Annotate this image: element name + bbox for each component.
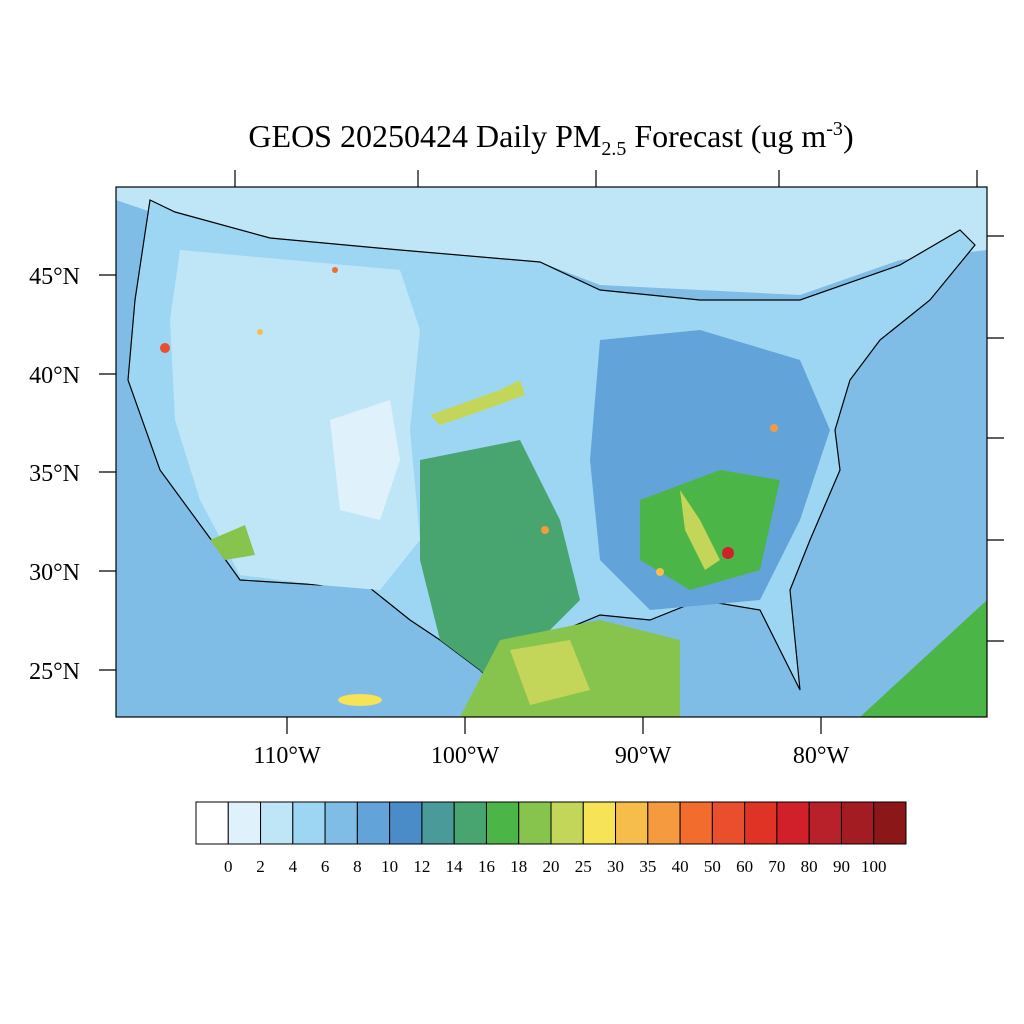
colorbar-label: 16 — [478, 857, 495, 876]
lon-label: 110°W — [253, 743, 321, 769]
colorbar-box — [324, 801, 358, 845]
colorbar-label: 100 — [861, 857, 887, 876]
title-superscript: -3 — [826, 118, 843, 140]
colorbar-label: 50 — [704, 857, 721, 876]
arizona-region — [210, 525, 255, 560]
hotspot — [770, 424, 778, 432]
lat-label: 40°N — [29, 363, 80, 389]
colorbar-label: 6 — [321, 857, 330, 876]
southeast-region — [640, 470, 780, 590]
colorbar-box — [647, 801, 681, 845]
atlantic-band — [860, 600, 987, 717]
lon-label: 100°W — [431, 743, 500, 769]
colorbar-label: 30 — [607, 857, 624, 876]
colorbar-label: 70 — [768, 857, 785, 876]
map — [116, 187, 987, 717]
map-frame — [115, 186, 988, 718]
colorbar-box — [356, 801, 391, 845]
colorbar-box — [808, 801, 842, 845]
colorbar-box — [389, 801, 423, 845]
colorbar-label: 8 — [353, 857, 362, 876]
title-subscript: 2.5 — [601, 138, 626, 160]
colorbar-label: 12 — [413, 857, 430, 876]
lon-label: 90°W — [615, 743, 672, 769]
colorbar-label: 10 — [381, 857, 398, 876]
colorbar-box — [711, 801, 746, 845]
title: GEOS 20250424 Daily PM2.5 Forecast (ug m… — [248, 118, 853, 160]
hotspot — [541, 526, 549, 534]
colorbar-label: 35 — [639, 857, 656, 876]
gulf-high — [510, 640, 590, 705]
title-end: ) — [843, 118, 854, 154]
colorbar-box — [518, 801, 552, 845]
title-main: GEOS 20250424 Daily PM — [248, 118, 601, 154]
hotspot — [257, 329, 263, 335]
plains-plume — [430, 380, 525, 425]
title-middle: Forecast (ug m — [626, 118, 826, 154]
colorbar-box — [776, 801, 810, 845]
colorbar-box — [421, 801, 455, 845]
colorbar-label: 18 — [510, 857, 527, 876]
hotspot — [332, 267, 338, 273]
colorbar-label: 14 — [446, 857, 464, 876]
lat-label: 45°N — [29, 264, 80, 290]
southeast-plume — [680, 490, 720, 570]
colorbar-label: 40 — [672, 857, 689, 876]
lat-label: 35°N — [29, 461, 80, 487]
lon-label: 80°W — [793, 743, 850, 769]
colorbar-box — [260, 801, 294, 845]
map-ticks — [99, 170, 1004, 734]
colorbar-label: 60 — [736, 857, 753, 876]
colorbar-box — [744, 801, 778, 845]
colorbar-box — [292, 801, 326, 845]
colorbar-box — [840, 801, 875, 845]
hotspot — [722, 547, 734, 559]
clean-air-region — [330, 400, 400, 520]
colorbar-box — [195, 801, 229, 845]
lat-label: 25°N — [29, 659, 80, 685]
colorbar-box — [615, 801, 649, 845]
lat-label: 30°N — [29, 560, 80, 586]
colorbar-box — [485, 801, 520, 845]
colorbar-box — [550, 801, 584, 845]
colorbar-box — [453, 801, 487, 845]
colorbar-box — [227, 801, 262, 845]
colorbar-label: 0 — [224, 857, 233, 876]
hotspot — [338, 694, 382, 706]
colorbar-label: 20 — [543, 857, 560, 876]
colorbar-label: 90 — [833, 857, 850, 876]
colorbar-box — [582, 801, 617, 845]
hotspot — [656, 568, 664, 576]
colorbar-box — [873, 801, 907, 845]
colorbar-box — [679, 801, 713, 845]
colorbar-label: 2 — [256, 857, 265, 876]
colorbar-label: 4 — [289, 857, 298, 876]
canada-region — [116, 187, 987, 295]
colorbar-label: 25 — [575, 857, 592, 876]
hotspot — [160, 343, 170, 353]
colorbar-label: 80 — [801, 857, 818, 876]
